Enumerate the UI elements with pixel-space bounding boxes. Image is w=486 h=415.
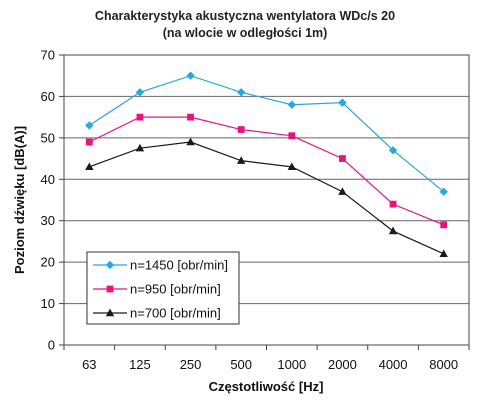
chart-subtitle: (na wlocie w odległości 1m) [163,26,328,40]
series-2 [85,137,448,258]
x-tick-label: 125 [129,357,151,372]
legend-marker [105,260,115,270]
data-point [287,100,297,109]
y-tick-label: 60 [41,89,55,104]
data-point [440,221,448,229]
data-point [135,143,145,152]
data-point [135,88,145,97]
legend-label: n=1450 [obr/min] [130,258,228,273]
data-point [85,138,93,146]
data-point [236,156,246,164]
data-point [388,146,398,155]
legend-entry: n=1450 [obr/min] [93,258,228,273]
data-point [136,113,144,121]
series-1 [85,113,448,229]
data-point [187,113,194,121]
data-point [389,200,397,208]
series-layer [85,71,448,258]
data-point [338,98,347,107]
data-point [338,187,347,195]
data-point [85,121,94,130]
y-tick-label: 10 [41,296,55,311]
y-tick-label: 50 [41,130,55,145]
x-tick-label: 4000 [379,357,408,372]
x-tick-label: 250 [180,357,202,372]
data-point [439,249,448,258]
data-point [287,162,297,171]
legend-entry: n=700 [obr/min] [93,306,221,321]
series-line [89,141,444,255]
y-tick-label: 0 [48,338,55,353]
x-axis-label: Częstotliwość [Hz] [209,379,324,394]
legend-marker [106,285,114,293]
y-axis-label: Poziom dźwięku [dB(A)] [12,126,27,274]
legend-entry: n=950 [obr/min] [93,282,221,297]
x-axis: 63 125 250 500 1000 2000 4000 8000 [63,345,470,372]
y-tick-label: 20 [41,255,55,270]
legend: n=1450 [obr/min] n=950 [obr/min] n=700 [ob… [86,251,240,325]
x-tick-label: 500 [230,357,252,372]
x-tick-label: 1000 [277,357,306,372]
series-0 [85,71,448,196]
data-point [439,187,448,196]
x-tick-label: 63 [82,357,96,372]
data-point [388,226,398,235]
y-tick-label: 40 [41,172,55,187]
data-point [339,155,346,162]
chart-title: Charakterystyka akustyczna wentylatora W… [95,9,395,23]
x-tick-label: 2000 [328,357,357,372]
data-point [186,71,195,80]
data-point [85,162,94,171]
y-tick-label: 30 [41,213,55,228]
series-line [89,116,444,226]
y-axis: 0 10 20 30 40 50 60 70 [41,48,64,353]
data-point [237,126,245,133]
legend-label: n=950 [obr/min] [130,282,221,297]
data-point [186,137,195,146]
series-line [88,75,445,193]
y-tick-label: 70 [41,48,55,63]
x-tick-label: 8000 [429,357,458,372]
data-point [288,132,296,140]
data-point [236,88,246,97]
legend-marker [105,308,115,317]
legend-label: n=700 [obr/min] [130,306,221,321]
